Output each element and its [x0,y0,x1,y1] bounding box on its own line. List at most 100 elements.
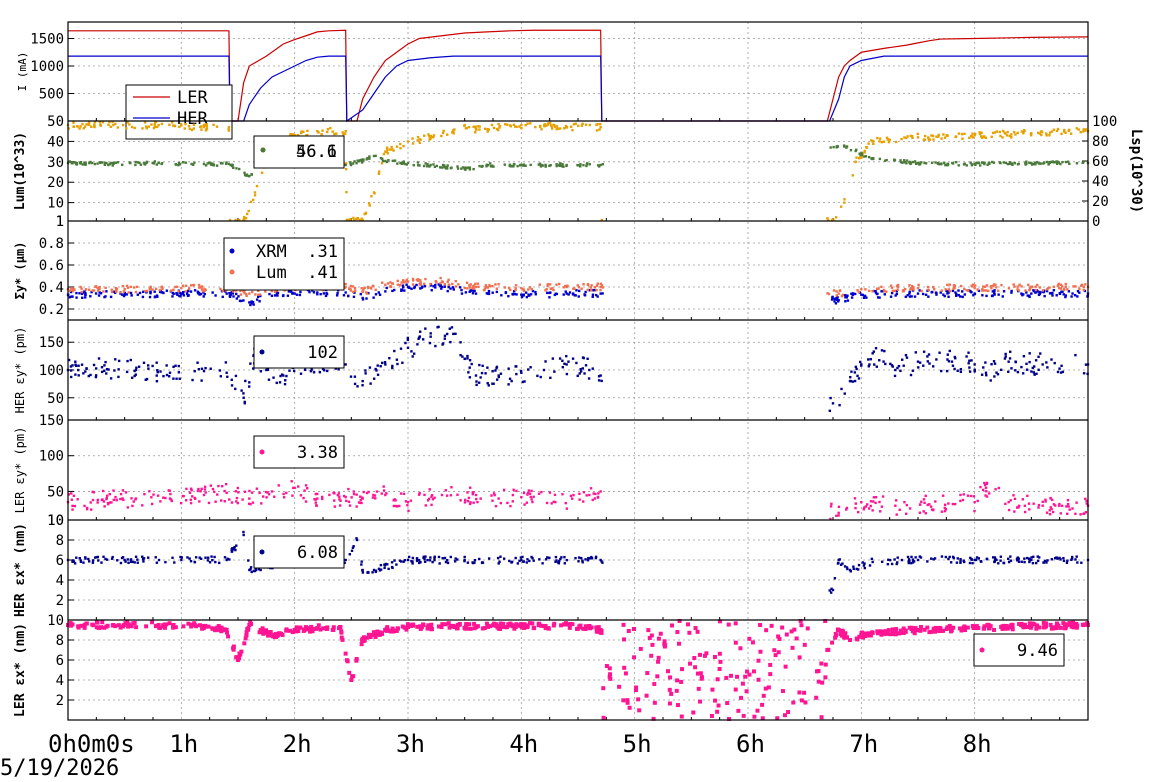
data-point [476,125,480,128]
y-tick-label: 6 [56,653,64,669]
data-point [1072,285,1075,288]
data-point [84,288,88,291]
data-point [906,135,909,138]
data-point [438,166,442,169]
data-point [361,379,364,383]
data-point [558,164,562,168]
data-point [859,153,862,156]
data-point [488,162,492,165]
data-point [236,486,239,490]
data-point [344,363,347,366]
data-point [180,124,183,127]
data-point [1056,127,1060,131]
data-point [968,366,971,369]
data-point [993,131,997,134]
data-point [599,163,602,167]
data-point [509,288,512,292]
data-point [977,161,981,165]
data-point [472,621,477,626]
data-point [154,287,158,291]
data-point [487,557,491,560]
data-point [334,367,337,370]
data-point [150,502,154,506]
data-point [119,497,122,501]
data-point [364,369,367,372]
data-point [198,556,201,559]
data-point [478,128,481,131]
data-point [220,162,223,165]
data-point [370,287,373,290]
data-point [250,173,253,176]
data-point [417,493,421,496]
data-point [855,567,858,571]
data-point [1069,624,1074,629]
data-point [463,124,466,127]
data-point [591,288,594,292]
data-point [466,354,469,358]
data-point [123,558,126,562]
data-point [973,363,976,366]
data-point [229,163,232,167]
data-point [997,289,1000,293]
data-point [968,370,972,373]
data-point [999,555,1003,558]
data-point [901,161,904,164]
data-point [115,498,118,502]
data-point [596,295,599,298]
data-point [1015,557,1019,560]
data-point [581,626,586,631]
data-point [351,285,355,288]
data-point [842,633,847,638]
data-point [204,129,208,132]
data-point [692,655,697,660]
data-point [312,371,316,374]
data-point [412,279,415,282]
data-point [969,556,972,560]
data-point [248,489,251,493]
data-point [519,369,523,373]
data-point [247,502,251,505]
data-point [945,134,948,137]
data-point [1065,561,1069,564]
data-point [976,499,979,503]
data-point [102,500,106,503]
data-point [483,288,487,291]
data-point [909,288,912,291]
data-point [494,283,497,286]
data-point [130,125,134,129]
data-point [382,485,385,488]
data-point [928,362,931,365]
data-point [248,301,251,304]
data-point [995,286,998,289]
data-point [969,161,972,164]
data-point [878,629,883,634]
data-point [448,327,451,330]
data-point [255,298,259,301]
data-point [273,290,277,294]
data-point [561,493,564,496]
data-point [67,358,71,362]
data-point [344,658,349,663]
data-point [205,127,209,130]
data-point [961,137,964,140]
data-point [213,490,216,494]
data-point [1008,624,1013,629]
data-point [951,161,954,165]
data-point [510,560,514,564]
data-point [474,374,478,377]
data-point [472,561,475,565]
legend-value: 102 [307,343,338,363]
data-point [1069,132,1073,135]
data-point [949,628,954,633]
data-point [1013,510,1016,513]
data-point [866,503,869,506]
data-point [1034,163,1037,166]
data-point [475,497,478,501]
data-point [836,627,841,632]
data-point [979,135,983,138]
data-point [481,561,485,564]
data-point [544,289,547,292]
data-point [129,560,133,563]
data-point [1084,511,1088,514]
data-point [978,132,982,136]
